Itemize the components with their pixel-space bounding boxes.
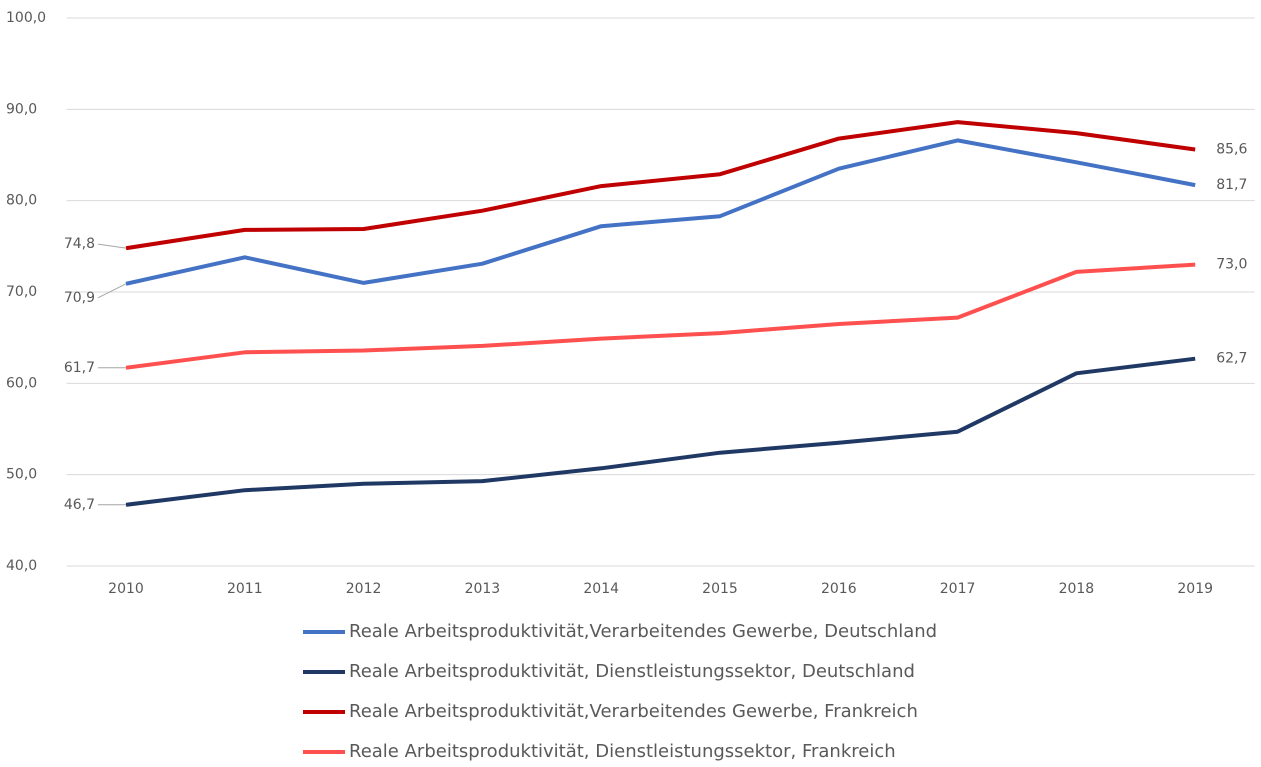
series-line <box>125 262 1196 370</box>
y-tick-label: 70,0 <box>6 284 37 300</box>
x-tick-label: 2016 <box>821 581 857 597</box>
series-line <box>125 356 1196 507</box>
x-tick-label: 2015 <box>702 581 738 597</box>
leader-line <box>97 243 127 249</box>
x-tick-label: 2010 <box>108 581 144 597</box>
data-label: 73,0 <box>1216 257 1247 273</box>
leader-line <box>97 283 127 299</box>
legend-text: Reale Arbeitsproduktivität, Dienstleistu… <box>349 741 896 762</box>
x-tick-label: 2017 <box>940 581 976 597</box>
x-tick-label: 2013 <box>465 581 501 597</box>
data-label: 62,7 <box>1216 351 1247 367</box>
legend-text: Reale Arbeitsproduktivität,Verarbeitende… <box>349 621 937 642</box>
legend-text: Reale Arbeitsproduktivität,Verarbeitende… <box>349 701 918 722</box>
y-tick-label: 50,0 <box>6 467 37 483</box>
y-tick-label: 60,0 <box>6 375 37 391</box>
y-tick-label: 80,0 <box>6 193 37 209</box>
series-line <box>125 120 1196 251</box>
y-tick-label: 100,0 <box>6 10 46 26</box>
x-tick-label: 2019 <box>1177 581 1213 597</box>
data-label: 46,7 <box>64 497 95 513</box>
data-label: 85,6 <box>1216 142 1247 158</box>
data-label: 74,8 <box>64 236 95 252</box>
y-tick-label: 40,0 <box>6 558 37 574</box>
data-label: 81,7 <box>1216 177 1247 193</box>
legend-text: Reale Arbeitsproduktivität, Dienstleistu… <box>349 661 915 682</box>
x-tick-label: 2012 <box>346 581 382 597</box>
data-label: 70,9 <box>64 290 95 306</box>
data-label: 61,7 <box>64 360 95 376</box>
series-line <box>125 138 1196 286</box>
x-tick-label: 2011 <box>227 581 263 597</box>
x-tick-label: 2014 <box>583 581 619 597</box>
y-tick-label: 90,0 <box>6 101 37 117</box>
x-tick-label: 2018 <box>1059 581 1095 597</box>
